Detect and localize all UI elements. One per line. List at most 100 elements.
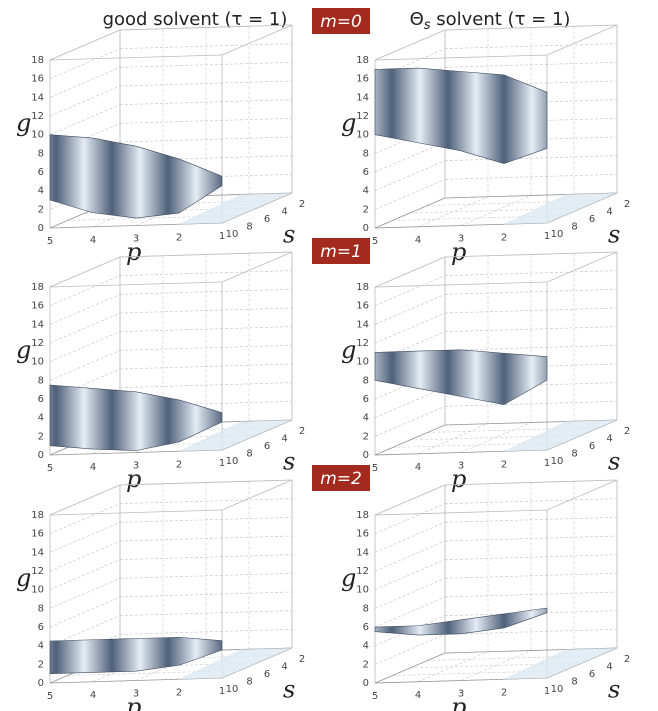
x-tick-label: 1 [219, 458, 225, 469]
x-tick-label: 2 [176, 687, 182, 698]
y-axis-label: s [283, 221, 295, 249]
grid-line [92, 651, 164, 683]
z-tick-label: 4 [38, 413, 44, 424]
y-axis-label: s [608, 448, 620, 476]
z-axis-label: g [16, 109, 31, 137]
surface [49, 134, 223, 219]
box-edge [221, 479, 293, 511]
grid-line [444, 498, 618, 505]
box-edge [374, 652, 446, 684]
z-tick-label: 14 [31, 92, 44, 103]
grid-line [444, 270, 618, 277]
z-tick-label: 0 [38, 223, 44, 234]
grid-line [417, 423, 489, 455]
box-edge [374, 29, 446, 61]
grid-line [427, 200, 600, 206]
grid-line [119, 270, 293, 277]
z-axis-label: g [16, 336, 31, 364]
y-tick-label: 4 [281, 434, 287, 445]
grid-line [460, 195, 532, 226]
x-tick-label: 2 [176, 459, 182, 470]
grid-line [374, 160, 446, 191]
z-tick-label: 14 [356, 319, 369, 330]
x-tick-label: 3 [458, 689, 464, 700]
z-tick-label: 6 [363, 167, 369, 178]
z-tick-label: 8 [38, 603, 44, 614]
z-tick-label: 10 [31, 585, 44, 596]
z-tick-label: 8 [38, 148, 44, 159]
surface [49, 384, 223, 451]
grid-line [119, 628, 293, 635]
box-edge [49, 281, 223, 288]
grid-line [392, 442, 565, 448]
grid-line [374, 634, 446, 665]
box-edge [374, 256, 446, 288]
x-axis-label: p [451, 238, 466, 266]
z-tick-label: 4 [363, 641, 369, 652]
z-tick-label: 14 [31, 319, 44, 330]
x-tick-label: 4 [90, 235, 96, 246]
z-tick-label: 18 [31, 282, 44, 293]
grid-line [417, 651, 489, 683]
y-tick-label: 10 [226, 456, 239, 467]
grid-line [374, 406, 446, 437]
z-tick-label: 10 [356, 357, 369, 368]
grid-line [374, 578, 446, 609]
x-tick-label: 2 [501, 232, 507, 243]
z-tick-label: 16 [31, 529, 44, 540]
z-tick-label: 16 [31, 74, 44, 85]
y-tick-label: 4 [606, 662, 612, 673]
z-tick-label: 4 [38, 186, 44, 197]
x-tick-label: 5 [47, 236, 53, 247]
row-label-box [312, 465, 370, 491]
y-tick-label: 6 [264, 441, 270, 452]
box-edge [444, 251, 618, 258]
grid-line [444, 344, 618, 351]
z-tick-label: 6 [38, 167, 44, 178]
z-tick-label: 16 [356, 74, 369, 85]
x-tick-label: 4 [90, 690, 96, 701]
grid-line [119, 344, 293, 351]
x-tick-label: 3 [133, 461, 139, 472]
x-tick-label: 5 [372, 236, 378, 247]
grid-line [49, 85, 121, 117]
grid-line [67, 670, 240, 676]
floor-shadow [179, 648, 292, 680]
grid-line [374, 312, 446, 344]
surface [374, 607, 548, 636]
floor-shadow [179, 193, 292, 225]
z-tick-label: 18 [356, 510, 369, 521]
grid-line [119, 43, 293, 50]
z-tick-label: 2 [363, 659, 369, 670]
box-edge [546, 251, 618, 283]
box-edge [119, 24, 293, 31]
box-edge [49, 29, 121, 61]
z-tick-label: 6 [38, 622, 44, 633]
x-tick-label: 4 [415, 235, 421, 246]
row-label: m=2 [320, 469, 362, 489]
grid-line [409, 207, 583, 214]
z-tick-label: 0 [38, 450, 44, 461]
y-tick-label: 2 [624, 199, 630, 210]
y-tick-label: 2 [299, 426, 305, 437]
floor-shadow [504, 648, 617, 680]
grid-line [49, 67, 121, 98]
y-tick-label: 2 [624, 654, 630, 665]
column-title: good solvent (τ = 1) [103, 9, 288, 30]
z-tick-label: 14 [356, 547, 369, 558]
grid-line [460, 650, 532, 681]
grid-line [119, 572, 293, 579]
box-edge [49, 54, 223, 61]
z-tick-label: 18 [356, 55, 369, 66]
box-edge [444, 192, 618, 199]
y-tick-label: 2 [624, 426, 630, 437]
grid-line [444, 554, 618, 561]
grid-line [49, 48, 121, 79]
box-edge [374, 449, 548, 456]
box-edge [374, 424, 446, 456]
z-tick-label: 12 [356, 566, 369, 577]
box-edge [374, 197, 446, 229]
x-tick-label: 1 [544, 458, 550, 469]
box-edge [374, 509, 548, 516]
